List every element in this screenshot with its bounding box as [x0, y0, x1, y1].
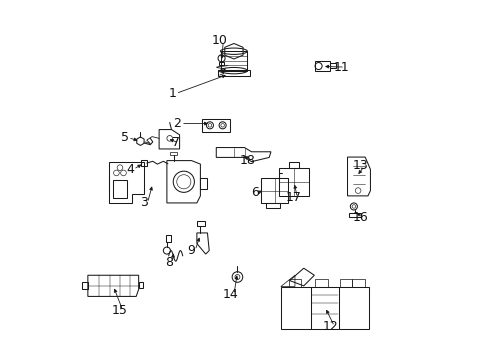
Text: 17: 17	[285, 191, 301, 204]
Text: 2: 2	[173, 117, 181, 130]
Text: 10: 10	[211, 34, 227, 47]
Text: 1: 1	[168, 87, 176, 100]
Text: 11: 11	[333, 60, 349, 73]
Text: 18: 18	[240, 154, 255, 167]
Text: 6: 6	[251, 186, 259, 199]
Text: 16: 16	[352, 211, 368, 224]
Text: 8: 8	[164, 256, 172, 269]
Text: 13: 13	[352, 159, 368, 172]
Text: 15: 15	[111, 304, 127, 317]
Text: 14: 14	[222, 288, 238, 301]
Text: 12: 12	[323, 320, 338, 333]
Text: 9: 9	[187, 244, 195, 257]
Text: 3: 3	[140, 197, 147, 210]
Text: 5: 5	[121, 131, 128, 144]
Text: 4: 4	[125, 163, 134, 176]
Text: 7: 7	[171, 136, 179, 149]
